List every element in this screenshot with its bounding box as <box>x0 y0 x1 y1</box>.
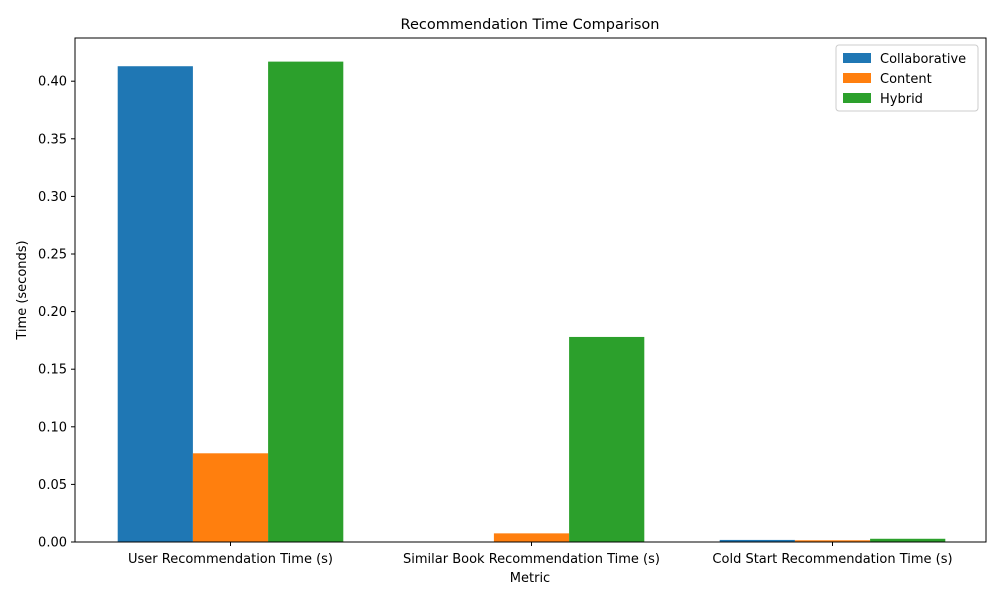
legend-swatch-content <box>843 73 871 83</box>
chart-title: Recommendation Time Comparison <box>401 17 660 33</box>
legend: Collaborative Content Hybrid <box>835 44 979 112</box>
y-tick-label: 0.10 <box>38 420 67 435</box>
plot-frame <box>74 37 987 543</box>
bar-hybrid-2 <box>870 538 946 542</box>
legend-box <box>835 44 979 112</box>
x-axis: User Recommendation Time (s) Similar Book… <box>128 542 953 567</box>
y-tick-label: 0.25 <box>38 248 67 263</box>
x-axis-label: Metric <box>510 571 550 586</box>
bar-collaborative-2 <box>719 539 795 542</box>
x-tick-label: User Recommendation Time (s) <box>128 552 333 567</box>
legend-swatch-collaborative <box>843 53 871 63</box>
y-axis: 0.00 0.05 0.10 0.15 0.20 0.25 0.30 0.35 0.40 <box>38 75 75 551</box>
y-tick-label: 0.35 <box>38 132 67 147</box>
legend-label-hybrid: Hybrid <box>880 92 923 107</box>
y-tick-label: 0.30 <box>38 190 67 205</box>
y-tick-label: 0.15 <box>38 363 67 378</box>
bar-collaborative-0 <box>117 66 193 542</box>
bar-hybrid-1 <box>569 336 645 542</box>
legend-swatch-hybrid <box>843 93 871 103</box>
y-tick-label: 0.05 <box>38 478 67 493</box>
bar-hybrid-0 <box>268 61 344 543</box>
y-tick-label: 0.20 <box>38 305 67 320</box>
bar-content-2 <box>794 540 871 542</box>
bar-content-0 <box>192 453 269 542</box>
y-tick-label: 0.40 <box>38 75 67 90</box>
legend-label-content: Content <box>880 72 932 87</box>
y-tick-label: 0.00 <box>38 536 67 551</box>
y-axis-label: Time (seconds) <box>15 240 30 340</box>
x-tick-label: Cold Start Recommendation Time (s) <box>712 552 952 567</box>
x-tick-label: Similar Book Recommendation Time (s) <box>403 552 660 567</box>
bars-group <box>117 61 946 543</box>
legend-label-collaborative: Collaborative <box>880 52 966 67</box>
bar-content-1 <box>493 533 570 542</box>
